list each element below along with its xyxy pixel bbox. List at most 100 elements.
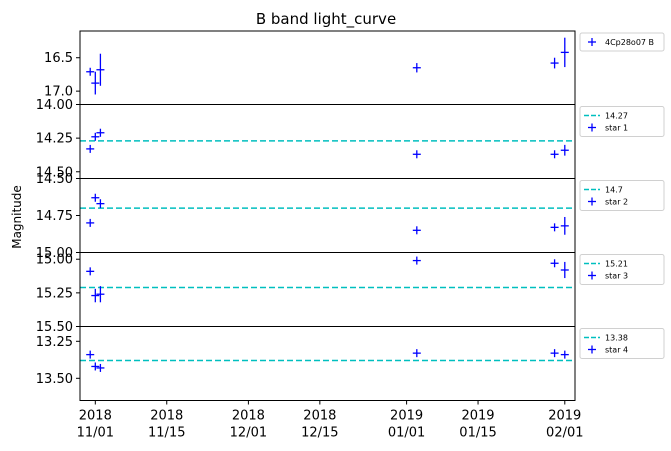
y-tick-label: 16.5 bbox=[44, 51, 73, 66]
y-tick-label: 13.50 bbox=[36, 372, 73, 387]
x-tick-label-year: 2018 bbox=[232, 409, 265, 424]
chart-title: B band light_curve bbox=[256, 10, 396, 29]
data-point bbox=[550, 57, 559, 69]
series-points bbox=[86, 256, 569, 303]
legend-label: star 1 bbox=[605, 124, 628, 133]
y-axis-label: Magnitude bbox=[10, 185, 24, 249]
x-tick-label-date: 02/01 bbox=[546, 426, 583, 441]
y-tick-label: 14.25 bbox=[36, 132, 73, 147]
y-tick-label: 15.00 bbox=[36, 253, 73, 268]
legend-marker-swatch bbox=[588, 271, 596, 280]
y-tick-label: 15.00 bbox=[36, 246, 73, 261]
legend-frame bbox=[579, 328, 665, 359]
x-tick-label-year: 2019 bbox=[390, 409, 423, 424]
x-tick-label-date: 12/01 bbox=[230, 426, 267, 441]
data-point bbox=[86, 218, 95, 227]
y-tick-label: 15.25 bbox=[36, 286, 73, 301]
x-tick-label-year: 2019 bbox=[548, 409, 581, 424]
data-point bbox=[91, 288, 100, 303]
y-tick-label: 14.00 bbox=[36, 98, 73, 113]
x-tick-label-date: 01/15 bbox=[459, 426, 496, 441]
data-point bbox=[96, 363, 105, 372]
series-points bbox=[86, 37, 569, 95]
legend-label: star 4 bbox=[605, 346, 628, 355]
legend: 4Cp28o07 B bbox=[579, 32, 665, 52]
data-point bbox=[96, 286, 105, 303]
data-point bbox=[412, 349, 421, 358]
data-point bbox=[96, 128, 105, 137]
legend-label: 14.27 bbox=[605, 112, 628, 121]
panel-frame bbox=[79, 252, 576, 327]
data-point bbox=[86, 350, 95, 359]
legend-marker-swatch bbox=[588, 197, 596, 206]
y-tick-label: 14.50 bbox=[36, 165, 73, 180]
data-point bbox=[560, 144, 569, 156]
data-point bbox=[550, 150, 559, 159]
y-tick-label: 17.0 bbox=[44, 85, 73, 100]
series-points bbox=[86, 128, 569, 159]
data-point bbox=[86, 67, 95, 76]
data-point bbox=[560, 261, 569, 279]
y-tick-label: 14.75 bbox=[36, 209, 73, 224]
legend-frame bbox=[579, 254, 665, 285]
panel-frame bbox=[79, 30, 576, 105]
data-point bbox=[96, 199, 105, 209]
data-point bbox=[560, 37, 569, 68]
legend: 14.7 star 2 bbox=[579, 180, 665, 211]
legend-label: 4Cp28o07 B bbox=[605, 38, 654, 47]
panel-frame bbox=[79, 326, 576, 401]
data-point bbox=[91, 362, 100, 371]
legend-label: star 2 bbox=[605, 198, 628, 207]
y-tick-label: 13.25 bbox=[36, 335, 73, 350]
x-tick-label-date: 11/01 bbox=[77, 426, 114, 441]
x-tick-label-year: 2018 bbox=[79, 409, 112, 424]
legend-frame bbox=[579, 180, 665, 211]
panel-4: 15.00 15.25 15.50 15.21 star 3 bbox=[36, 252, 665, 335]
panel-1: 16.5 17.0 4Cp28o07 B bbox=[44, 30, 665, 105]
data-point bbox=[560, 216, 569, 235]
data-point bbox=[86, 144, 95, 153]
x-tick-label-year: 2019 bbox=[461, 409, 494, 424]
legend-marker-swatch bbox=[588, 345, 596, 354]
legend-frame bbox=[579, 32, 665, 52]
data-point bbox=[91, 193, 100, 202]
panel-3: 14.50 14.75 15.00 14.7 star 2 bbox=[36, 172, 665, 261]
panel-2: 14.00 14.25 14.50 14.27 star 1 bbox=[36, 98, 665, 180]
legend-frame bbox=[579, 106, 665, 137]
data-point bbox=[550, 259, 559, 268]
x-tick-label-date: 12/15 bbox=[301, 426, 338, 441]
data-point bbox=[86, 267, 95, 276]
legend-marker-swatch bbox=[588, 123, 596, 132]
data-point bbox=[412, 150, 421, 159]
legend-marker-swatch bbox=[588, 38, 596, 46]
panel-frame bbox=[79, 178, 576, 253]
legend-label: 13.38 bbox=[605, 334, 628, 343]
legend: 15.21 star 3 bbox=[579, 254, 665, 285]
x-tick-label-year: 2018 bbox=[150, 409, 183, 424]
legend: 14.27 star 1 bbox=[579, 106, 665, 137]
x-tick-label-date: 01/01 bbox=[388, 426, 425, 441]
x-tick-label-date: 11/15 bbox=[148, 426, 185, 441]
data-point bbox=[91, 132, 100, 141]
legend-label: 15.21 bbox=[605, 260, 628, 269]
data-point bbox=[550, 349, 559, 358]
data-point bbox=[412, 226, 421, 235]
x-tick-label-year: 2018 bbox=[303, 409, 336, 424]
data-point bbox=[550, 223, 559, 232]
x-axis: 2018 11/01 2018 11/15 2018 12/01 2018 12/15 2019… bbox=[77, 400, 584, 441]
y-tick-label: 14.50 bbox=[36, 172, 73, 187]
data-point bbox=[412, 256, 421, 265]
data-point bbox=[560, 350, 569, 359]
legend-label: 14.7 bbox=[605, 186, 623, 195]
legend-label: star 3 bbox=[605, 272, 628, 281]
series-points bbox=[86, 193, 569, 235]
panels-group: 16.5 17.0 4Cp28o07 B 14.00 14.25 14.50 14.27 st… bbox=[36, 30, 665, 401]
series-points bbox=[86, 349, 569, 372]
data-point bbox=[412, 63, 421, 73]
data-point bbox=[91, 71, 100, 95]
y-tick-label: 15.50 bbox=[36, 320, 73, 335]
data-point bbox=[96, 53, 105, 86]
panel-5: 13.25 13.50 13.38 star 4 bbox=[36, 326, 665, 401]
legend: 13.38 star 4 bbox=[579, 328, 665, 359]
